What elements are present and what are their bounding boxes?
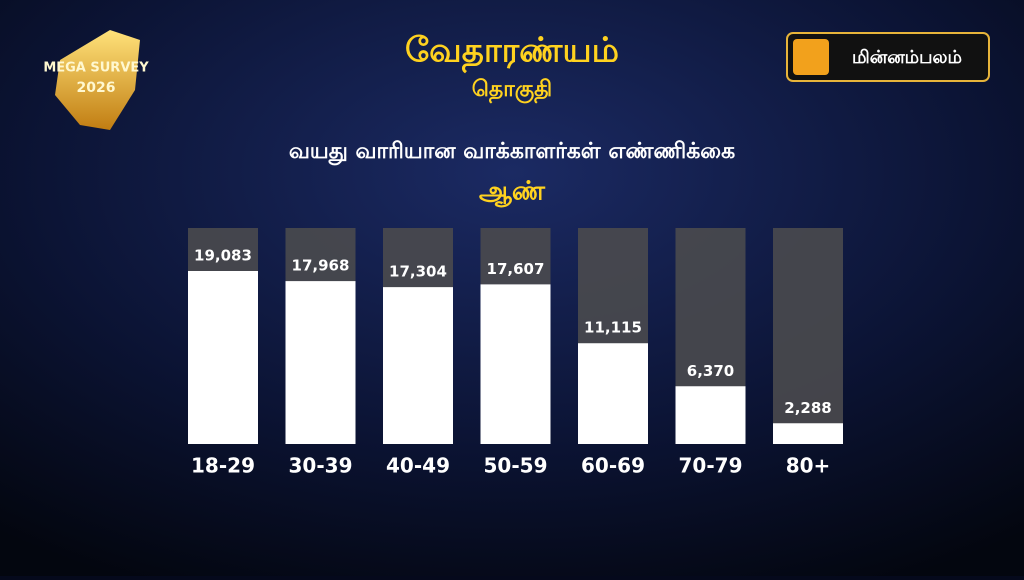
bar bbox=[285, 281, 356, 444]
x-tick-label: 50-59 bbox=[484, 454, 548, 478]
badge-line2: 2026 bbox=[77, 80, 116, 96]
x-tick-label: 70-79 bbox=[679, 454, 743, 478]
bar bbox=[675, 386, 746, 444]
x-tick-label: 18-29 bbox=[191, 454, 255, 478]
value-label: 17,968 bbox=[292, 257, 350, 275]
logo-box bbox=[786, 32, 990, 82]
legend-label: ஆண் bbox=[479, 177, 546, 208]
bar bbox=[188, 271, 258, 444]
value-label: 17,304 bbox=[389, 263, 447, 281]
x-tick-label: 40-49 bbox=[386, 454, 450, 478]
bar bbox=[578, 343, 648, 444]
badge-line1: MEGA SURVEY bbox=[43, 61, 149, 76]
bar bbox=[383, 287, 453, 444]
x-tick-label: 30-39 bbox=[289, 454, 353, 478]
x-tick-label: 80+ bbox=[786, 454, 831, 478]
subtitle: தொகுதி bbox=[472, 77, 552, 104]
title: வேதாரண்யம் bbox=[405, 31, 619, 74]
bar bbox=[773, 423, 843, 444]
badge-shape bbox=[55, 30, 140, 130]
value-label: 2,288 bbox=[784, 399, 831, 417]
chart-title: வயது வாரியான வாக்காளர்கள் எண்ணிக்கை bbox=[289, 139, 735, 166]
x-tick-label: 60-69 bbox=[581, 454, 645, 478]
bar-track bbox=[773, 228, 843, 444]
value-label: 6,370 bbox=[687, 362, 734, 380]
value-label: 17,607 bbox=[487, 260, 545, 278]
logo-icon bbox=[793, 39, 829, 75]
bar bbox=[480, 284, 551, 444]
value-label: 19,083 bbox=[194, 247, 252, 265]
logo-text: மின்னம்பலம் bbox=[852, 47, 962, 68]
value-label: 11,115 bbox=[584, 319, 642, 337]
